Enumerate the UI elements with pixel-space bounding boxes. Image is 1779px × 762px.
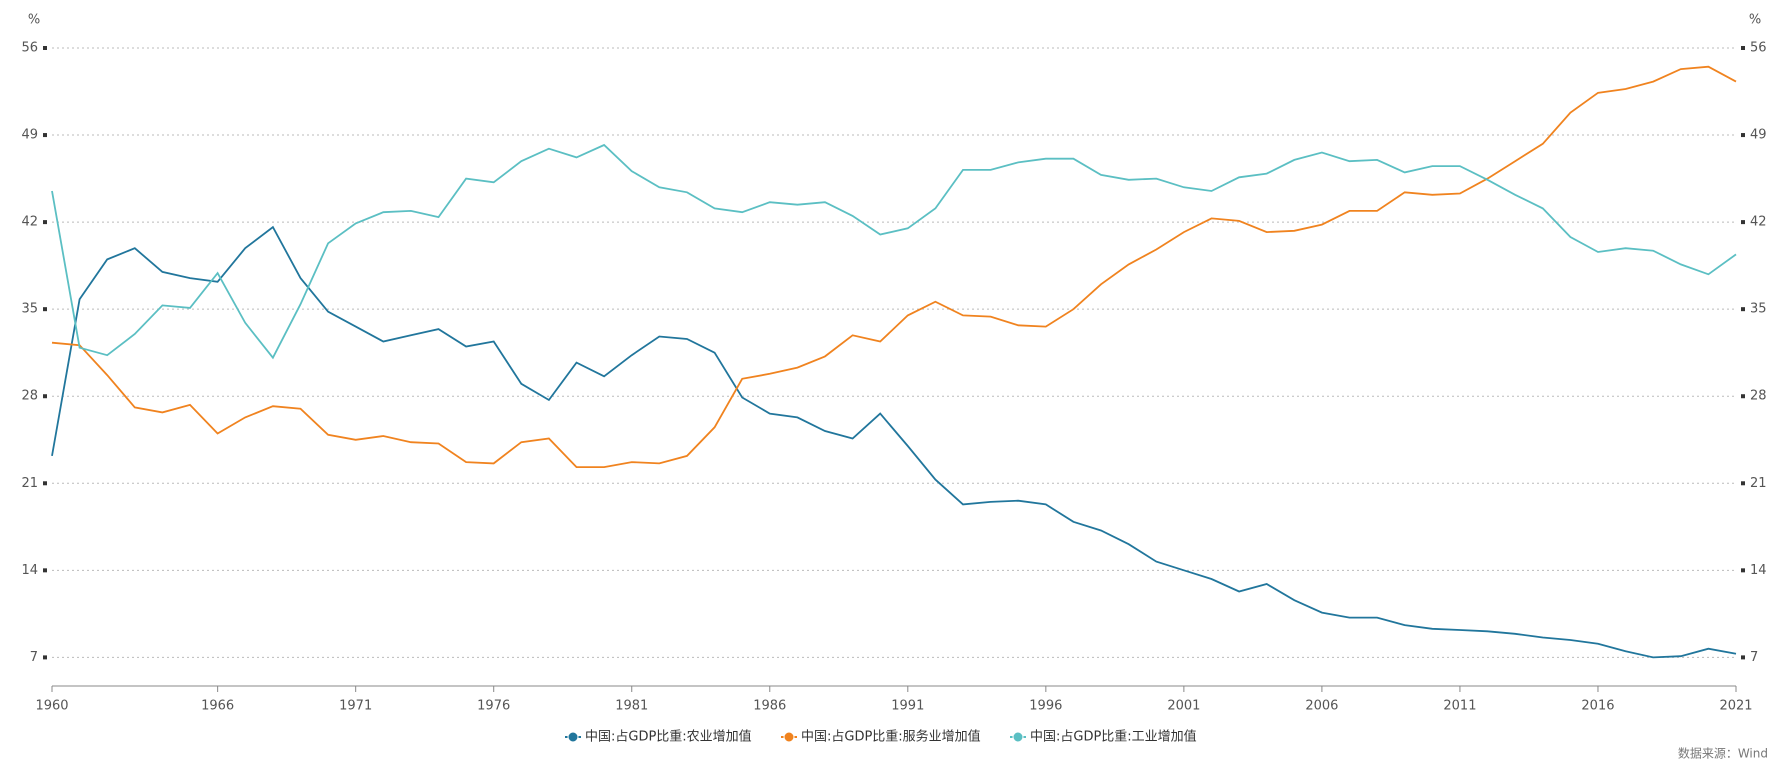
legend-marker — [783, 731, 795, 743]
legend-marker — [567, 731, 579, 743]
x-tick-label: 1966 — [201, 699, 234, 714]
series-line — [51, 225, 1737, 659]
y-tick-label: 35 — [21, 302, 38, 317]
series-line — [51, 65, 1737, 468]
y2-tick-label: 21 — [1750, 476, 1767, 491]
y2-tick-label: 14 — [1750, 563, 1767, 578]
y2-tick-label: 49 — [1750, 128, 1767, 143]
y-tick-mark — [43, 394, 47, 399]
y-tick-label: 21 — [21, 476, 38, 491]
y-tick-mark — [43, 46, 47, 50]
y-tick-mark — [43, 655, 47, 660]
x-tick-label: 1996 — [1029, 699, 1062, 714]
y2-tick-label: 28 — [1750, 389, 1767, 404]
legend-label: 中国:占GDP比重:农业增加值 — [585, 729, 752, 745]
y2-tick-label: 42 — [1750, 215, 1767, 230]
y2-tick-label: 35 — [1750, 302, 1767, 317]
x-tick-label: 2011 — [1443, 699, 1476, 714]
y2-tick-label: 7 — [1750, 650, 1758, 665]
x-tick-label: 1960 — [35, 699, 68, 714]
legend-label: 中国:占GDP比重:服务业增加值 — [801, 729, 981, 745]
y-tick-label: 56 — [21, 41, 38, 56]
y2-tick-mark — [1741, 46, 1745, 50]
y2-tick-mark — [1741, 307, 1745, 312]
y2-unit: % — [1749, 13, 1761, 28]
y-tick-mark — [43, 481, 47, 486]
x-tick-label: 1981 — [615, 699, 648, 714]
series-line — [51, 143, 1737, 360]
y2-tick-mark — [1741, 133, 1745, 138]
x-tick-label: 1976 — [477, 699, 510, 714]
y-tick-label: 28 — [21, 389, 38, 404]
x-tick-label: 2006 — [1305, 699, 1338, 714]
source: 数据来源：Wind — [1678, 746, 1768, 761]
x-tick-label: 2016 — [1581, 699, 1614, 714]
legend-marker — [1012, 731, 1024, 743]
y-tick-mark — [43, 220, 47, 225]
x-tick-label: 2001 — [1167, 699, 1200, 714]
y-unit: % — [28, 13, 40, 28]
y-tick-mark — [43, 568, 47, 573]
y2-tick-mark — [1741, 481, 1745, 486]
x-tick-label: 1971 — [339, 699, 372, 714]
legend-label: 中国:占GDP比重:工业增加值 — [1030, 729, 1197, 745]
x-tick-label: 1986 — [753, 699, 786, 714]
y-tick-mark — [43, 133, 47, 138]
y2-tick-label: 56 — [1750, 41, 1767, 56]
y2-tick-mark — [1741, 220, 1745, 225]
y2-tick-mark — [1741, 394, 1745, 399]
y2-tick-mark — [1741, 655, 1745, 660]
y-tick-label: 49 — [21, 128, 38, 143]
x-tick-label: 2021 — [1719, 699, 1752, 714]
y-tick-label: 14 — [21, 563, 38, 578]
y-tick-label: 7 — [30, 650, 38, 665]
y2-tick-mark — [1741, 568, 1745, 573]
y-tick-label: 42 — [21, 215, 38, 230]
y-tick-mark — [43, 307, 47, 312]
x-tick-label: 1991 — [891, 699, 924, 714]
